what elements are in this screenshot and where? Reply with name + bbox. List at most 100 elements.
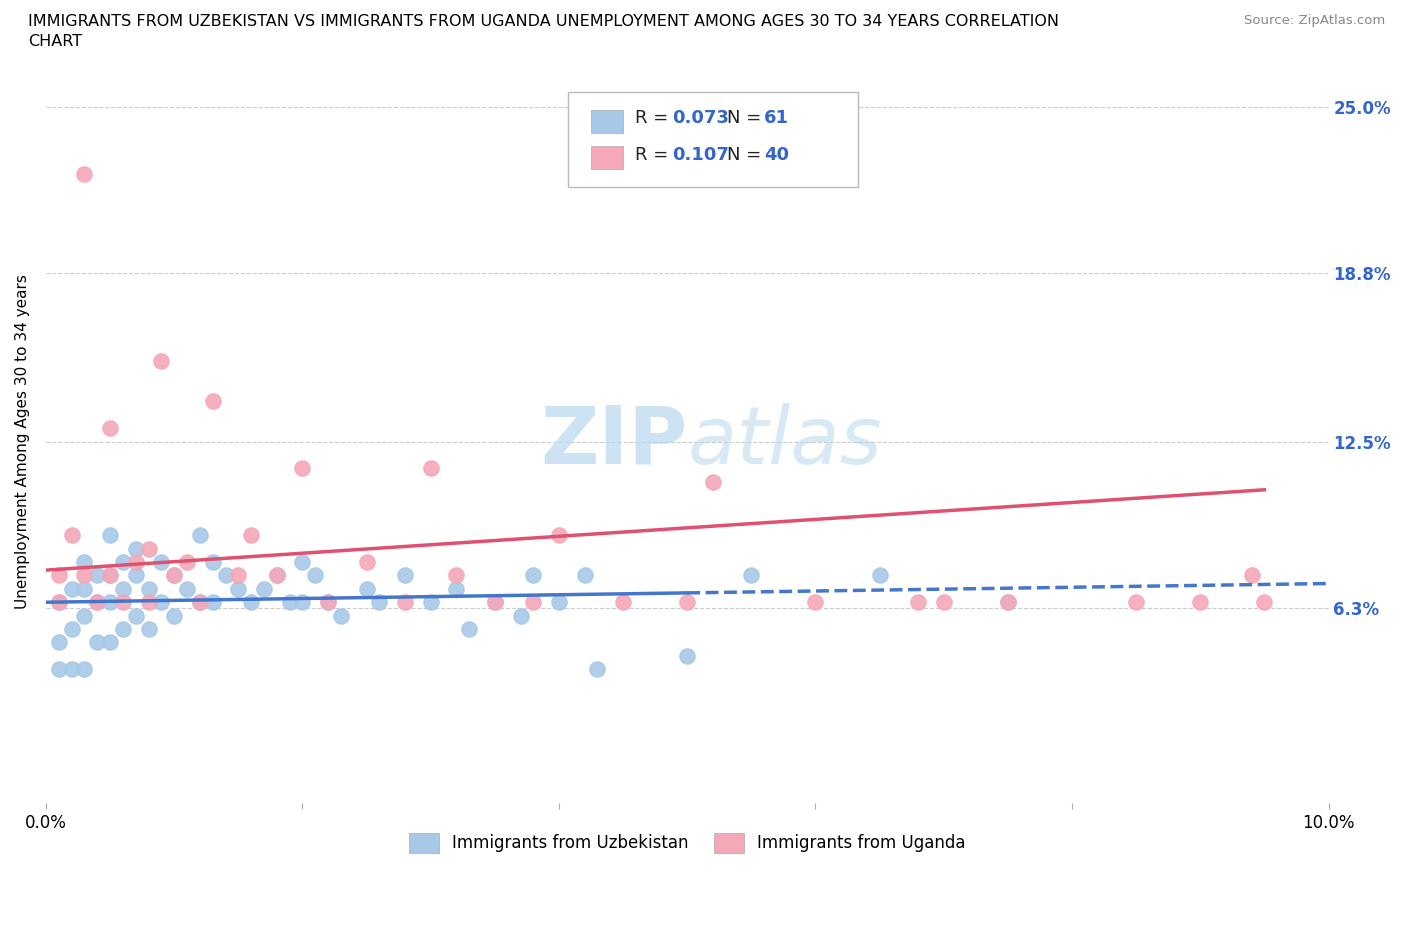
Text: atlas: atlas xyxy=(688,403,882,481)
Point xyxy=(111,554,134,569)
Point xyxy=(291,461,314,476)
Point xyxy=(368,595,391,610)
Y-axis label: Unemployment Among Ages 30 to 34 years: Unemployment Among Ages 30 to 34 years xyxy=(15,274,30,609)
Point xyxy=(676,648,699,663)
Point xyxy=(548,595,571,610)
Point xyxy=(111,621,134,636)
Point xyxy=(188,595,211,610)
Point xyxy=(522,568,544,583)
Point xyxy=(201,595,224,610)
Point xyxy=(509,608,531,623)
Point xyxy=(676,595,699,610)
Point xyxy=(98,568,121,583)
Point xyxy=(60,621,83,636)
Point xyxy=(138,595,160,610)
Point xyxy=(73,568,96,583)
Legend: Immigrants from Uzbekistan, Immigrants from Uganda: Immigrants from Uzbekistan, Immigrants f… xyxy=(402,826,972,860)
Text: IMMIGRANTS FROM UZBEKISTAN VS IMMIGRANTS FROM UGANDA UNEMPLOYMENT AMONG AGES 30 : IMMIGRANTS FROM UZBEKISTAN VS IMMIGRANTS… xyxy=(28,14,1059,48)
Point xyxy=(997,595,1019,610)
Point xyxy=(356,554,378,569)
Point xyxy=(458,621,481,636)
Point xyxy=(419,461,441,476)
Point xyxy=(48,662,70,677)
Point xyxy=(240,528,263,543)
Point xyxy=(484,595,506,610)
Point xyxy=(869,568,891,583)
Point xyxy=(73,554,96,569)
Point xyxy=(98,420,121,435)
Point xyxy=(98,568,121,583)
Point xyxy=(86,595,108,610)
Point xyxy=(907,595,929,610)
Point xyxy=(804,595,827,610)
Point xyxy=(228,581,250,596)
Bar xyxy=(591,146,623,169)
Point xyxy=(330,608,353,623)
Bar xyxy=(591,110,623,133)
Point xyxy=(612,595,634,610)
Point xyxy=(138,541,160,556)
Point xyxy=(356,581,378,596)
Point xyxy=(997,595,1019,610)
Point xyxy=(266,568,288,583)
Point xyxy=(1253,595,1275,610)
Point xyxy=(201,554,224,569)
Point xyxy=(150,595,173,610)
Point xyxy=(446,581,468,596)
Point xyxy=(138,581,160,596)
Point xyxy=(586,662,609,677)
Point xyxy=(98,528,121,543)
Point xyxy=(73,662,96,677)
Point xyxy=(60,581,83,596)
Text: 0.073: 0.073 xyxy=(672,110,728,127)
Point xyxy=(394,568,416,583)
Point xyxy=(86,595,108,610)
Point xyxy=(86,568,108,583)
Point xyxy=(163,608,186,623)
Point xyxy=(48,568,70,583)
Point xyxy=(98,595,121,610)
Point xyxy=(73,166,96,181)
Point xyxy=(1240,568,1263,583)
Point xyxy=(702,474,724,489)
Point xyxy=(111,581,134,596)
Point xyxy=(291,595,314,610)
Point xyxy=(188,595,211,610)
Text: 61: 61 xyxy=(765,110,789,127)
Point xyxy=(48,595,70,610)
Point xyxy=(125,554,148,569)
Point xyxy=(1189,595,1212,610)
Text: N =: N = xyxy=(727,110,768,127)
Point xyxy=(316,595,339,610)
Text: 0.107: 0.107 xyxy=(672,146,728,164)
Point xyxy=(316,595,339,610)
Point xyxy=(548,528,571,543)
Point xyxy=(125,568,148,583)
Point xyxy=(163,568,186,583)
Point xyxy=(150,554,173,569)
Point xyxy=(253,581,276,596)
Point xyxy=(574,568,596,583)
Point xyxy=(394,595,416,610)
Point xyxy=(163,568,186,583)
Point xyxy=(73,608,96,623)
Point xyxy=(188,528,211,543)
Point xyxy=(98,635,121,650)
Point xyxy=(214,568,236,583)
Point xyxy=(201,394,224,409)
Point xyxy=(304,568,326,583)
Text: Source: ZipAtlas.com: Source: ZipAtlas.com xyxy=(1244,14,1385,27)
Point xyxy=(740,568,762,583)
Point xyxy=(48,595,70,610)
Point xyxy=(150,353,173,368)
Point xyxy=(266,568,288,583)
Point xyxy=(1125,595,1147,610)
Point xyxy=(86,635,108,650)
Point xyxy=(278,595,301,610)
FancyBboxPatch shape xyxy=(568,92,858,187)
Point xyxy=(446,568,468,583)
Text: ZIP: ZIP xyxy=(540,403,688,481)
Point xyxy=(932,595,955,610)
Point xyxy=(240,595,263,610)
Text: R =: R = xyxy=(634,110,673,127)
